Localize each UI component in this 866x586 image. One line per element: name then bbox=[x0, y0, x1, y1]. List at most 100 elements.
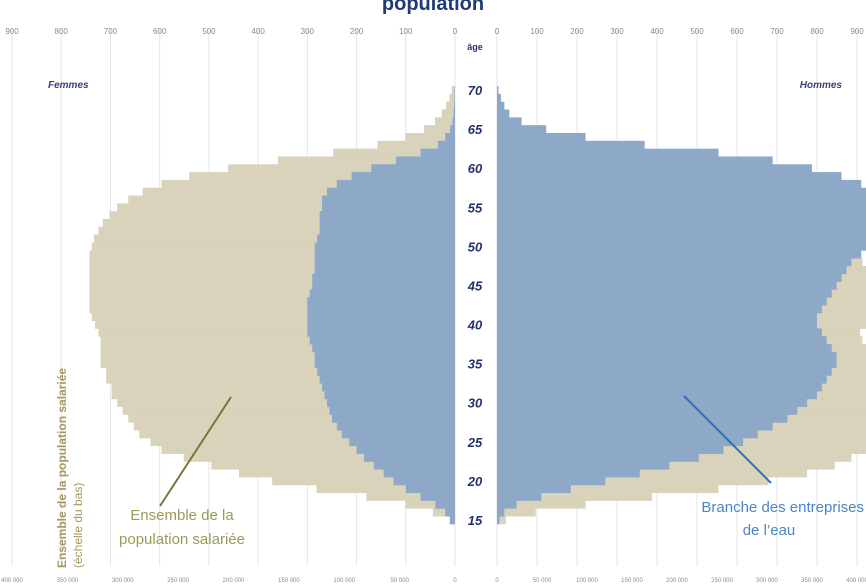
age-tick-label: 20 bbox=[467, 474, 483, 489]
bottom-tick-left: 150 000 bbox=[278, 578, 300, 584]
women-total-bar-age-52 bbox=[98, 226, 455, 236]
men-branch-bar-age-59 bbox=[497, 172, 842, 181]
women-branch-bar-age-52 bbox=[319, 226, 455, 236]
women-total-bar-age-69 bbox=[449, 93, 455, 103]
women-branch-bar-age-66 bbox=[452, 117, 455, 126]
men-branch-bar-age-33 bbox=[497, 375, 827, 384]
men-branch-bar-age-39 bbox=[497, 328, 822, 337]
women-total-bar-age-56 bbox=[128, 195, 455, 204]
top-tick-left: 200 bbox=[350, 27, 364, 36]
bottom-tick-right: 150 000 bbox=[621, 578, 643, 584]
men-branch-bar-age-24 bbox=[497, 445, 724, 454]
men-total-bar-age-16 bbox=[497, 508, 536, 517]
women-branch-bar-age-44 bbox=[309, 289, 455, 298]
top-tick-right: 600 bbox=[730, 27, 744, 36]
women-total-bar-age-66 bbox=[435, 117, 455, 126]
bottom-tick-right: 50 000 bbox=[533, 578, 552, 584]
age-tick-label: 50 bbox=[468, 239, 483, 254]
women-branch-bar-age-28 bbox=[331, 414, 455, 423]
men-branch-bar-age-15 bbox=[497, 516, 500, 525]
women-total-bar-age-41 bbox=[91, 312, 456, 322]
bottom-axis-ticks: 400 000 350 000 300 000 250 000 200 000 150 0… bbox=[1, 578, 866, 584]
age-tick-label: 60 bbox=[468, 161, 483, 176]
top-tick-right: 0 bbox=[495, 27, 500, 36]
women-total-bar-age-23 bbox=[183, 453, 455, 462]
women-total-bar-age-40 bbox=[95, 320, 455, 329]
men-branch-bar-age-57 bbox=[497, 187, 866, 196]
women-branch-bar-age-62 bbox=[420, 148, 455, 157]
men-branch-bar-age-17 bbox=[497, 500, 517, 509]
age-tick-label: 65 bbox=[468, 122, 483, 137]
top-tick-left: 0 bbox=[453, 27, 458, 36]
top-tick-left: 800 bbox=[55, 27, 69, 36]
women-branch-bar-age-39 bbox=[307, 328, 455, 337]
women-branch-bar-age-60 bbox=[371, 164, 455, 173]
men-branch-bar-age-20 bbox=[497, 477, 606, 486]
men-branch-bar-age-51 bbox=[497, 234, 866, 243]
women-branch-bar-age-31 bbox=[324, 391, 455, 400]
women-total-bar-age-39 bbox=[98, 328, 455, 337]
age-tick-label: 70 bbox=[468, 83, 483, 98]
women-branch-bar-age-59 bbox=[351, 172, 455, 181]
women-branch-bar-age-51 bbox=[317, 234, 455, 243]
women-branch-bar-age-64 bbox=[445, 133, 455, 142]
men-bars bbox=[497, 86, 866, 525]
men-total-bar-age-17 bbox=[497, 500, 586, 509]
top-tick-right: 400 bbox=[650, 27, 664, 36]
men-branch-bar-age-65 bbox=[497, 125, 547, 134]
women-branch-bar-age-29 bbox=[329, 406, 455, 415]
women-total-bar-age-25 bbox=[150, 437, 455, 447]
women-branch-bar-age-61 bbox=[395, 156, 455, 165]
bottom-tick-left: 50 000 bbox=[390, 578, 409, 584]
men-branch-bar-age-50 bbox=[497, 242, 866, 251]
men-branch-bar-age-67 bbox=[497, 109, 510, 118]
women-branch-bar-age-30 bbox=[327, 398, 455, 408]
men-branch-bar-age-34 bbox=[497, 367, 832, 376]
men-branch-bar-age-56 bbox=[497, 195, 866, 204]
women-branch-bar-age-50 bbox=[314, 242, 455, 251]
men-branch-bar-age-44 bbox=[497, 289, 832, 298]
women-branch-bar-age-45 bbox=[312, 281, 455, 290]
men-branch-bar-age-40 bbox=[497, 320, 817, 329]
annotation-right-line1: Branche des entreprises bbox=[701, 499, 864, 516]
women-total-bar-age-43 bbox=[89, 297, 456, 306]
bottom-tick-left: 300 000 bbox=[112, 578, 134, 584]
women-total-bar-age-44 bbox=[89, 289, 456, 298]
men-branch-bar-age-16 bbox=[497, 508, 505, 517]
women-branch-bar-age-49 bbox=[314, 250, 455, 259]
women-total-bar-age-42 bbox=[89, 305, 456, 314]
women-total-bar-age-53 bbox=[102, 219, 455, 228]
women-branch-bar-age-68 bbox=[454, 101, 455, 110]
men-branch-bar-age-28 bbox=[497, 414, 788, 423]
women-total-bar-age-27 bbox=[133, 422, 455, 431]
women-branch-bar-age-54 bbox=[319, 211, 455, 220]
women-total-bar-age-62 bbox=[333, 148, 455, 157]
women-total-bar-age-50 bbox=[91, 242, 456, 251]
women-total-bar-age-22 bbox=[211, 461, 455, 470]
age-tick-label: 55 bbox=[468, 200, 483, 215]
women-branch-bar-age-40 bbox=[307, 320, 455, 329]
women-branch-bar-age-23 bbox=[363, 453, 455, 462]
men-branch-bar-age-69 bbox=[497, 93, 501, 103]
women-branch-bar-age-65 bbox=[450, 125, 455, 134]
men-branch-bar-age-52 bbox=[497, 226, 866, 236]
women-branch-bar-age-27 bbox=[336, 422, 455, 431]
women-branch-bar-age-48 bbox=[314, 258, 455, 267]
women-total-bar-age-32 bbox=[111, 383, 456, 392]
men-branch-bar-age-42 bbox=[497, 305, 822, 314]
women-total-bar-age-19 bbox=[316, 484, 455, 494]
bottom-tick-right: 100 000 bbox=[576, 578, 598, 584]
top-tick-left: 500 bbox=[202, 27, 216, 36]
women-total-bar-age-58 bbox=[161, 179, 455, 189]
bottom-tick-right: 300 000 bbox=[756, 578, 778, 584]
men-branch-bar-age-26 bbox=[497, 430, 758, 439]
women-branch-bar-age-32 bbox=[322, 383, 455, 392]
women-total-bar-age-16 bbox=[432, 508, 455, 517]
bottom-tick-right: 400 000 bbox=[846, 578, 866, 584]
women-branch-bar-age-26 bbox=[341, 430, 455, 439]
women-total-bar-age-34 bbox=[106, 367, 455, 376]
bottom-tick-left: 250 000 bbox=[167, 578, 189, 584]
women-bars bbox=[89, 86, 456, 525]
bottom-tick-right: 0 bbox=[495, 578, 499, 584]
